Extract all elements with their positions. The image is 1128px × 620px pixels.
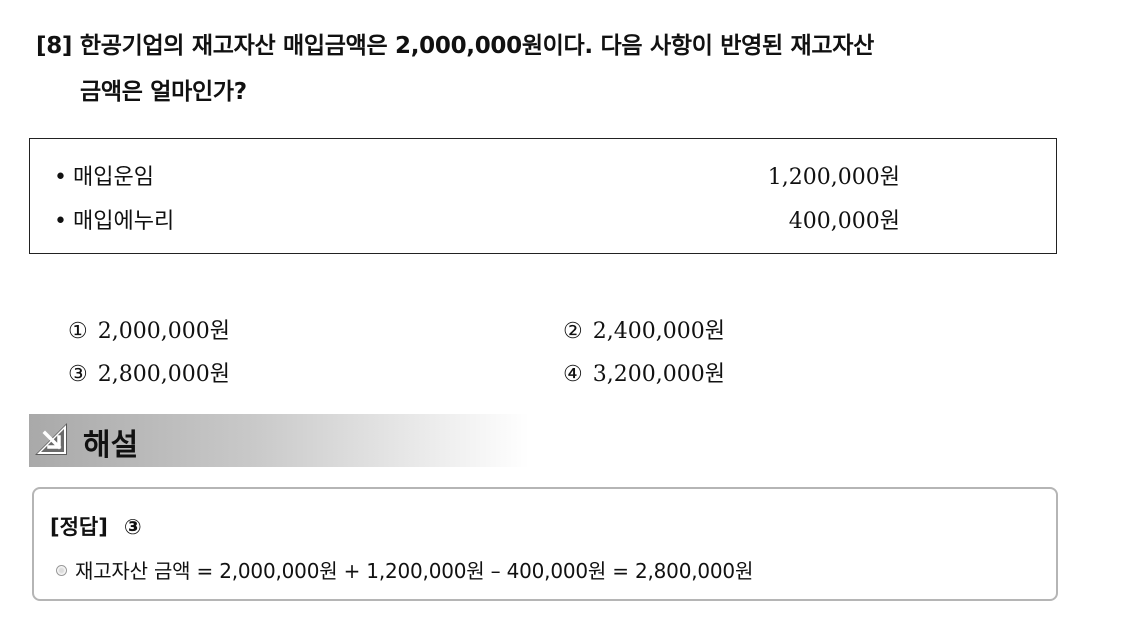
answer-box: [정답] ③ 재고자산 금액 = 2,000,000원 + 1,200,000원 …	[32, 487, 1058, 601]
given-item: • 매입운임	[54, 159, 154, 190]
given-item: • 매입에누리	[54, 203, 175, 234]
answer-label: [정답]	[50, 515, 108, 539]
option-value: 2,800,000원	[97, 362, 230, 387]
bullet: •	[54, 209, 67, 234]
option-mark: ④	[563, 362, 583, 387]
option-value: 2,400,000원	[592, 319, 725, 344]
solution-title: 해설	[83, 428, 139, 463]
given-items-box: • 매입운임 1,200,000원 • 매입에누리 400,000원	[29, 138, 1057, 254]
bullet: •	[54, 165, 67, 190]
option-1[interactable]: ① 2,000,000원	[68, 313, 230, 345]
option-mark: ③	[68, 362, 88, 387]
explanation: 재고자산 금액 = 2,000,000원 + 1,200,000원 – 400,…	[56, 555, 753, 584]
question-text-1: 한공기업의 재고자산 매입금액은 2,000,000원이다. 다음 사항이 반영…	[79, 33, 874, 59]
option-4[interactable]: ④ 3,200,000원	[563, 356, 725, 388]
answer-value: ③	[123, 515, 142, 539]
item-amount: 1,200,000원	[767, 165, 900, 190]
option-value: 2,000,000원	[97, 319, 230, 344]
question-line-1: [8] 한공기업의 재고자산 매입금액은 2,000,000원이다. 다음 사항…	[36, 26, 874, 60]
solution-header: 해설	[29, 414, 529, 467]
item-amount: 400,000원	[788, 209, 900, 234]
answer-line: [정답] ③	[50, 511, 142, 541]
explanation-text: 재고자산 금액 = 2,000,000원 + 1,200,000원 – 400,…	[75, 559, 754, 583]
bullet-circle-icon	[56, 565, 67, 576]
option-value: 3,200,000원	[592, 362, 725, 387]
item-label: 매입에누리	[72, 209, 175, 234]
option-2[interactable]: ② 2,400,000원	[563, 313, 725, 345]
question-line-2: 금액은 얼마인가?	[80, 79, 247, 105]
option-mark: ①	[68, 319, 88, 344]
item-label: 매입운임	[72, 165, 154, 190]
arrow-down-right-icon	[35, 423, 67, 455]
question-number: [8]	[36, 33, 73, 59]
option-3[interactable]: ③ 2,800,000원	[68, 356, 230, 388]
option-mark: ②	[563, 319, 583, 344]
